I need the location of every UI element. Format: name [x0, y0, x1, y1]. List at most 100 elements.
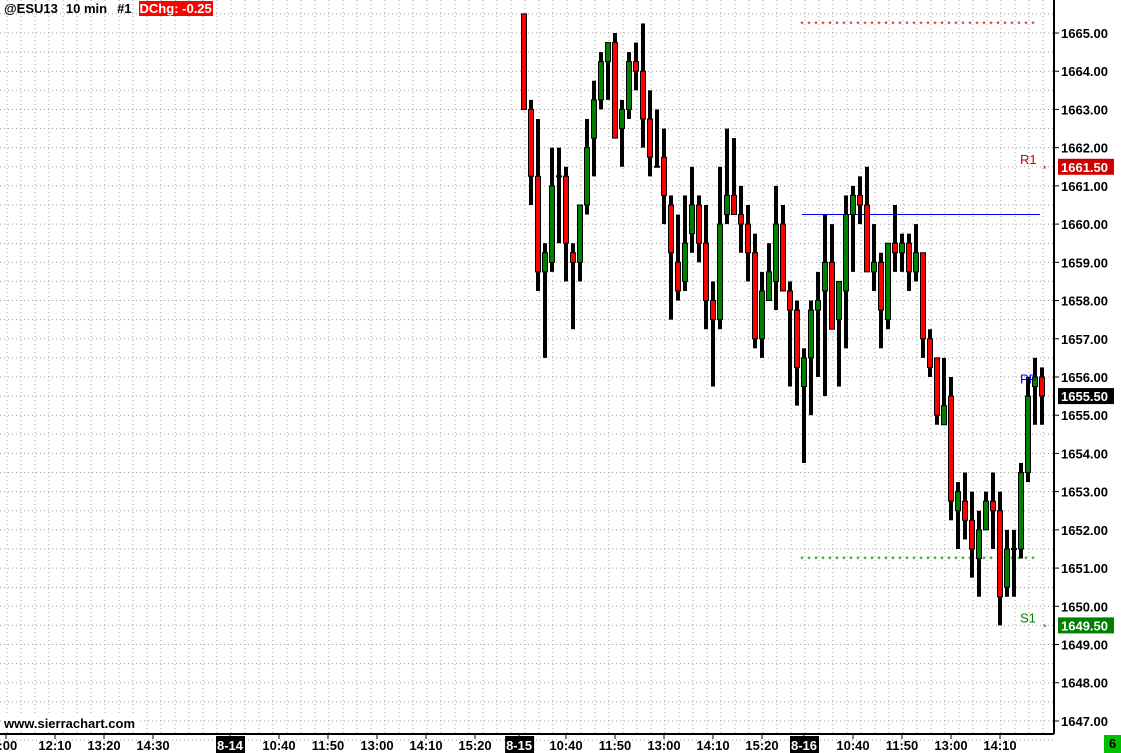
level-star: *: [961, 19, 965, 29]
bar-counter: 6: [1104, 735, 1121, 753]
candle-down: [934, 357, 940, 416]
level-label: S1: [1020, 610, 1036, 625]
candle-wick: [823, 214, 827, 397]
session-date-box: [790, 736, 819, 753]
level-star: *: [1031, 555, 1035, 565]
time-axis[interactable]: l:00 12:10 13:20 14:30 8-14 10:40 11:50 13:00 14…: [0, 734, 1017, 753]
candle-doji: [1011, 547, 1017, 550]
price-tick-label: 1655.00: [1061, 408, 1108, 423]
level-star: *: [835, 555, 839, 565]
level-star: *: [814, 555, 818, 565]
candle-wick: [732, 138, 736, 215]
time-tick-label: 11:50: [312, 738, 345, 753]
price-tick-label: 1651.00: [1061, 561, 1108, 576]
candle-down: [696, 204, 702, 244]
candle-down: [521, 13, 527, 110]
price-tick-label: 1660.00: [1061, 217, 1108, 232]
candle-down: [906, 242, 912, 273]
level-star: *: [898, 555, 902, 565]
candle-up: [801, 357, 807, 388]
level-star: *: [968, 19, 972, 29]
candle-down: [962, 500, 968, 521]
level-star: *: [1017, 555, 1021, 565]
level-label: R1: [1020, 152, 1037, 167]
level-star: *: [919, 555, 923, 565]
candle-up: [913, 252, 919, 273]
level-star: *: [863, 19, 867, 29]
level-price-box: [1058, 158, 1114, 175]
level-star: *: [849, 19, 853, 29]
candle-doji: [556, 175, 562, 178]
level-star: *: [842, 19, 846, 29]
candle-wick: [851, 185, 855, 272]
price-tick-label: 1650.00: [1061, 599, 1108, 614]
level-star: *: [996, 19, 1000, 29]
chart-number: #1: [117, 1, 132, 16]
level-star: *: [947, 19, 951, 29]
time-tick-label: 12:10: [38, 738, 71, 753]
level-star: *: [989, 555, 993, 565]
candle-up: [1032, 376, 1038, 388]
price-axis[interactable]: 1665.00 1664.00 1663.00 1662.00 1661.00 1660.…: [1054, 26, 1108, 729]
price-tick-label: 1659.00: [1061, 255, 1108, 270]
level-star: *: [821, 19, 825, 29]
candle-down: [990, 500, 996, 512]
candle-up: [836, 280, 842, 321]
candle-up: [759, 290, 765, 340]
candle-doji: [654, 165, 660, 168]
level-star: *: [926, 555, 930, 565]
price-tick-label: 1663.00: [1061, 102, 1108, 117]
time-tick-label: 14:30: [136, 738, 169, 753]
level-star: *: [870, 19, 874, 29]
level-star: *: [835, 19, 839, 29]
candle-up: [626, 61, 632, 110]
level-star: *: [1024, 19, 1028, 29]
candle-wick: [557, 147, 561, 244]
time-tick-label: 14:10: [409, 738, 442, 753]
interval: 10 min: [65, 1, 108, 16]
level-star: *: [933, 555, 937, 565]
candle-wick: [942, 357, 946, 425]
candle-wick: [620, 99, 624, 167]
level-star: *: [975, 19, 979, 29]
level-star: *: [842, 555, 846, 565]
level-star: *: [891, 19, 895, 29]
grid: [0, 0, 1054, 741]
candle-wick: [655, 109, 659, 167]
candle-up: [584, 147, 590, 206]
level-star: *: [884, 19, 888, 29]
candle-up: [885, 242, 891, 321]
candle-up: [850, 194, 856, 216]
level-star: *: [863, 555, 867, 565]
level-star: *: [877, 555, 881, 565]
candle-down: [570, 252, 576, 263]
candle-down: [738, 214, 744, 225]
level-star: *: [940, 19, 944, 29]
price-tick-label: 1647.00: [1061, 714, 1108, 729]
session-date-label: 8-15: [506, 738, 532, 753]
level-marker-star: *: [1043, 622, 1047, 632]
candle-down: [920, 252, 926, 340]
candle-up: [899, 242, 905, 254]
candle-up: [605, 42, 611, 63]
price-tick-label: 1652.00: [1061, 523, 1108, 538]
candle-wick: [543, 243, 547, 358]
candle-wick: [711, 281, 715, 387]
candle-down: [752, 252, 758, 340]
candle-down: [633, 61, 639, 72]
time-tick-label: 11:50: [599, 738, 632, 753]
time-tick-label: 10:40: [549, 738, 582, 753]
level-star: *: [1024, 555, 1028, 565]
candle-down: [780, 223, 786, 292]
level-star: *: [954, 19, 958, 29]
session-date-box: [505, 736, 535, 753]
candle-wick: [788, 281, 792, 387]
level-star: *: [1031, 19, 1035, 29]
level-star: *: [877, 19, 881, 29]
price-tick-label: 1654.00: [1061, 446, 1108, 461]
candle-up: [822, 261, 828, 292]
price-tick-label: 1657.00: [1061, 332, 1108, 347]
candle-wick: [872, 224, 876, 291]
level-star: *: [926, 19, 930, 29]
